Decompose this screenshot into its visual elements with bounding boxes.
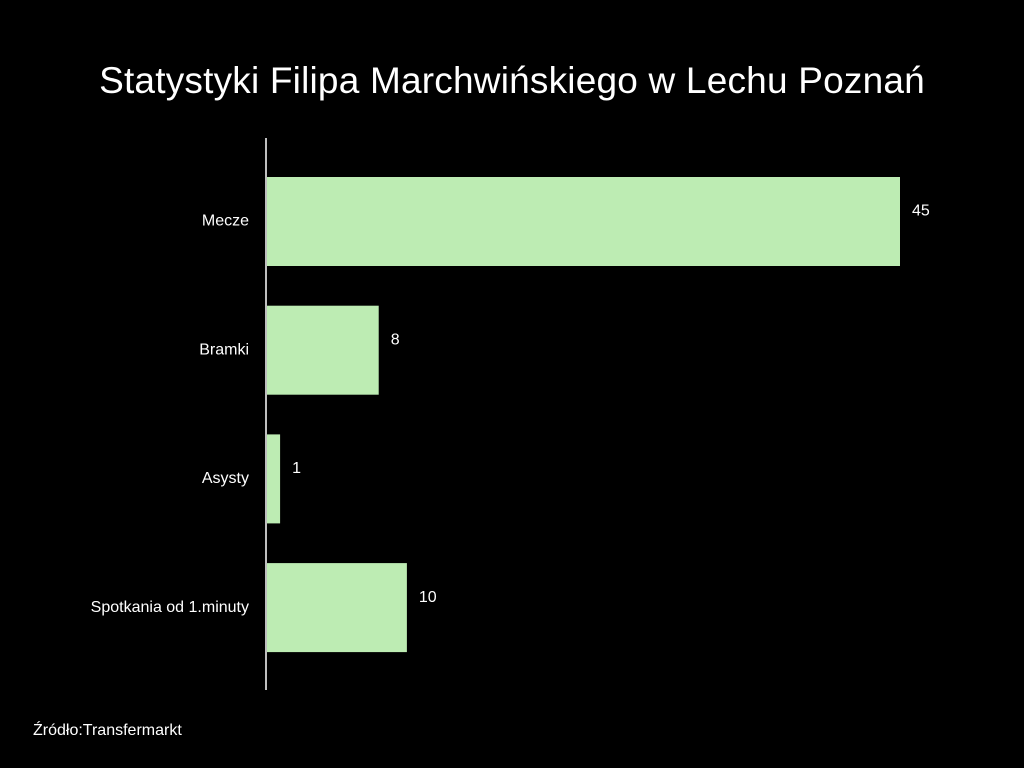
chart-title: Statystyki Filipa Marchwińskiego w Lechu… <box>99 60 925 101</box>
bar <box>267 563 407 653</box>
bar <box>267 434 281 524</box>
data-label: 10 <box>419 589 437 606</box>
data-label: 1 <box>292 460 301 477</box>
category-label: Bramki <box>199 341 249 358</box>
bar <box>267 177 900 266</box>
source-note: Źródło:Transfermarkt <box>33 722 182 739</box>
category-label: Mecze <box>202 213 249 230</box>
data-label: 8 <box>391 331 400 348</box>
bar <box>267 305 379 395</box>
data-label: 45 <box>912 203 930 220</box>
category-label: Asysty <box>202 470 249 487</box>
bars-group: Mecze 45 Bramki 8 Asysty 1 Spotkania od 1.minu… <box>91 177 930 653</box>
category-label: Spotkania od 1.minuty <box>91 599 249 616</box>
